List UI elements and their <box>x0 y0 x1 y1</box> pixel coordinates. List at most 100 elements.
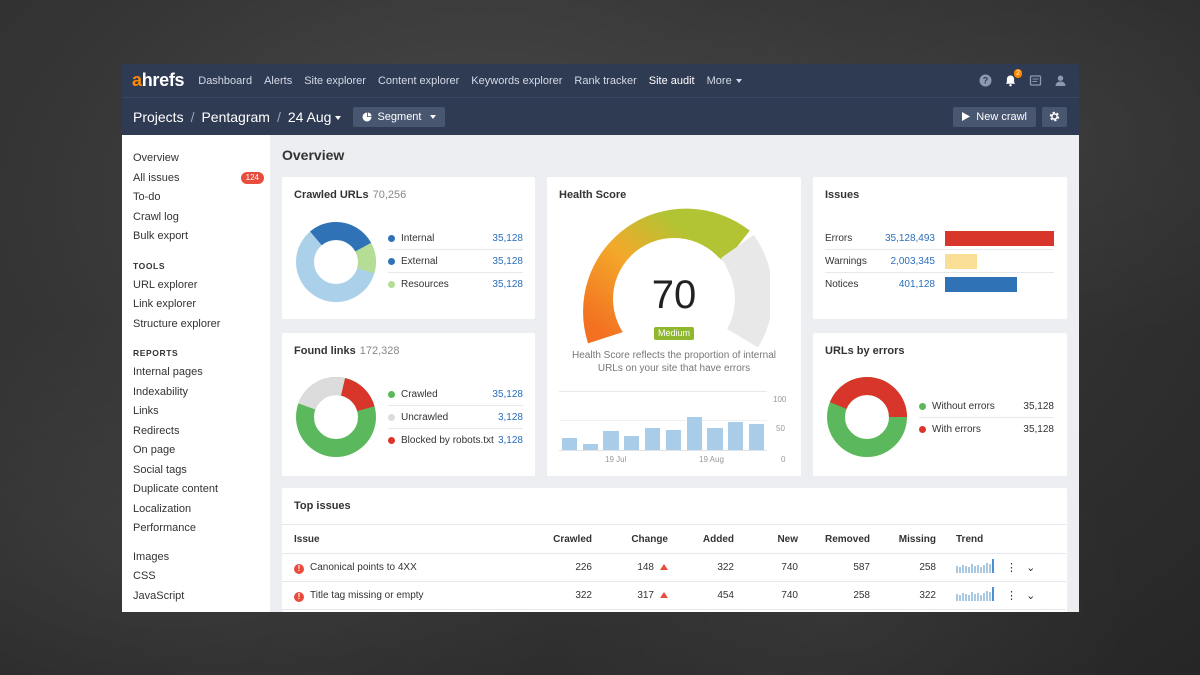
legend-uncrawled[interactable]: Uncrawled 3,128 <box>388 406 523 429</box>
col-new[interactable]: New <box>742 524 806 554</box>
table-row[interactable]: ! Title tag missing or empty 322 317 454 … <box>282 581 1066 610</box>
row-actions: ⋮ ⌄ <box>1006 553 1066 582</box>
sidebar-item-internal-pages[interactable]: Internal pages <box>133 366 203 378</box>
more-vertical-icon[interactable]: ⋮ <box>1006 562 1017 574</box>
col-change[interactable]: Change <box>600 524 676 554</box>
crawl-date-select[interactable]: 24 Aug <box>288 109 342 125</box>
added-cell[interactable]: 454 <box>676 581 742 610</box>
legend-resources[interactable]: Resources 35,128 <box>388 273 523 296</box>
sidebar-item-crawl-log[interactable]: Crawl log <box>133 210 179 223</box>
change-cell[interactable]: 317 <box>600 581 676 610</box>
project-bar: Projects / Pentagram / 24 Aug Segment Ne… <box>122 97 1079 135</box>
nav-site-audit[interactable]: Site audit <box>648 74 695 87</box>
error-icon: ! <box>294 563 304 574</box>
card-title: Top issues <box>294 500 351 512</box>
issues-card: Issues Errors 35,128,493 Warnings 2,003,34… <box>813 177 1067 319</box>
health-description-line1: Health Score reflects the proportion of … <box>572 350 776 361</box>
crawled-urls-donut <box>296 222 376 302</box>
col-removed[interactable]: Removed <box>806 524 878 554</box>
segment-button[interactable]: Segment <box>353 106 446 127</box>
new-cell[interactable]: 740 <box>742 553 806 582</box>
issue-cell[interactable]: ! Title tag missing or empty <box>282 581 534 610</box>
legend-internal[interactable]: Internal 35,128 <box>388 227 523 250</box>
sidebar-item-localization[interactable]: Localization <box>133 502 192 515</box>
sidebar-item-all-issues[interactable]: All issues 124 <box>122 169 270 189</box>
donut-slice-uncrawled <box>296 377 376 457</box>
removed-cell[interactable]: 258 <box>806 581 878 610</box>
new-crawl-button[interactable]: New crawl <box>953 106 1036 127</box>
sidebar-item-css[interactable]: CSS <box>133 570 156 582</box>
sidebar-item-link-explorer[interactable]: Link explorer <box>133 298 196 310</box>
sidebar-item-images[interactable]: Images <box>133 550 170 563</box>
change-cell[interactable]: 148 <box>600 553 676 582</box>
top-issues-card: Top issues Issue Crawled Change Added Ne… <box>282 488 1067 612</box>
sparkline-bar <box>986 562 988 573</box>
legend-dot <box>919 426 926 433</box>
bell-icon[interactable]: 2 <box>1004 69 1022 87</box>
card-title: Found links 172,328 <box>294 345 400 357</box>
ahrefs-logo[interactable]: a hrefs <box>132 70 185 90</box>
legend-blocked[interactable]: Blocked by robots.txt 3,128 <box>388 429 523 452</box>
crawled-cell[interactable]: 322 <box>534 581 600 610</box>
col-added[interactable]: Added <box>676 524 742 554</box>
sidebar-item-to-do[interactable]: To-do <box>133 191 161 203</box>
more-vertical-icon[interactable]: ⋮ <box>1006 590 1017 602</box>
crawled-cell[interactable]: 226 <box>534 553 600 582</box>
help-icon[interactable]: ? <box>979 74 992 87</box>
issue-cell[interactable]: ! Canonical points to 4XX <box>282 553 534 582</box>
user-icon[interactable] <box>1054 74 1067 87</box>
nav-site-explorer[interactable]: Site explorer <box>304 74 366 87</box>
legend-external[interactable]: External 35,128 <box>388 250 523 273</box>
col-crawled[interactable]: Crawled <box>534 524 600 554</box>
error-icon: ! <box>294 591 304 602</box>
issues-warnings-row[interactable]: Warnings 2,003,345 <box>825 250 1054 273</box>
health-history-bar <box>748 424 765 450</box>
table-row[interactable]: ! Canonical points to 4XX 226 148 322 740… <box>282 553 1066 582</box>
nav-content-explorer[interactable]: Content explorer <box>377 74 460 87</box>
sidebar-item-performance[interactable]: Performance <box>133 522 196 534</box>
new-cell[interactable]: 740 <box>742 581 806 610</box>
nav-rank-tracker[interactable]: Rank tracker <box>574 74 637 87</box>
sidebar-item-duplicate-content[interactable]: Duplicate content <box>133 483 218 495</box>
issues-errors-row[interactable]: Errors 35,128,493 <box>825 227 1054 250</box>
missing-cell[interactable]: 258 <box>878 553 944 582</box>
chevron-down-icon[interactable]: ⌄ <box>1026 562 1036 574</box>
sparkline-bar <box>980 567 982 573</box>
removed-cell[interactable]: 587 <box>806 553 878 582</box>
breadcrumb-projects[interactable]: Projects <box>133 108 184 125</box>
col-issue[interactable]: Issue <box>282 524 534 554</box>
found-links-card: Found links 172,328 Crawled 35,128 Uncrawl… <box>282 333 535 476</box>
legend-without-errors[interactable]: Without errors 35,128 <box>919 395 1054 418</box>
breadcrumb-project[interactable]: Pentagram <box>201 108 270 125</box>
chart-baseline <box>559 450 767 451</box>
sidebar-item-url-explorer[interactable]: URL explorer <box>133 278 198 291</box>
health-history-bar <box>728 421 744 450</box>
sidebar-item-redirects[interactable]: Redirects <box>133 424 180 437</box>
chevron-down-icon[interactable]: ⌄ <box>1026 590 1036 602</box>
added-cell[interactable]: 322 <box>676 553 742 582</box>
card-title: Crawled URLs 70,256 <box>294 189 407 201</box>
sidebar-item-links[interactable]: Links <box>133 405 159 417</box>
sidebar-item-javascript[interactable]: JavaScript <box>133 589 185 602</box>
missing-cell[interactable]: 322 <box>878 581 944 610</box>
sidebar-item-on-page[interactable]: On page <box>133 444 176 456</box>
legend-with-errors[interactable]: With errors 35,128 <box>919 418 1054 441</box>
nav-keywords-explorer[interactable]: Keywords explorer <box>471 74 563 87</box>
nav-dashboard[interactable]: Dashboard <box>198 74 253 87</box>
sidebar-heading-tools: TOOLS <box>133 260 166 271</box>
nav-alerts[interactable]: Alerts <box>264 74 293 87</box>
legend-crawled[interactable]: Crawled 35,128 <box>388 383 523 406</box>
sidebar-item-structure-explorer[interactable]: Structure explorer <box>133 317 221 330</box>
sparkline-bar <box>956 566 958 573</box>
sidebar-spacer <box>122 539 270 548</box>
legend-dot <box>388 413 395 421</box>
messages-icon[interactable] <box>1029 74 1042 87</box>
sidebar-item-indexability[interactable]: Indexability <box>133 385 189 398</box>
issues-notices-row[interactable]: Notices 401,128 <box>825 273 1054 296</box>
nav-more[interactable]: More <box>707 75 742 87</box>
sidebar-item-overview[interactable]: Overview <box>133 152 179 164</box>
settings-button[interactable] <box>1042 106 1067 127</box>
sidebar-item-social-tags[interactable]: Social tags <box>133 463 187 476</box>
col-missing[interactable]: Missing <box>878 524 944 554</box>
sidebar-item-bulk-export[interactable]: Bulk export <box>133 230 189 242</box>
